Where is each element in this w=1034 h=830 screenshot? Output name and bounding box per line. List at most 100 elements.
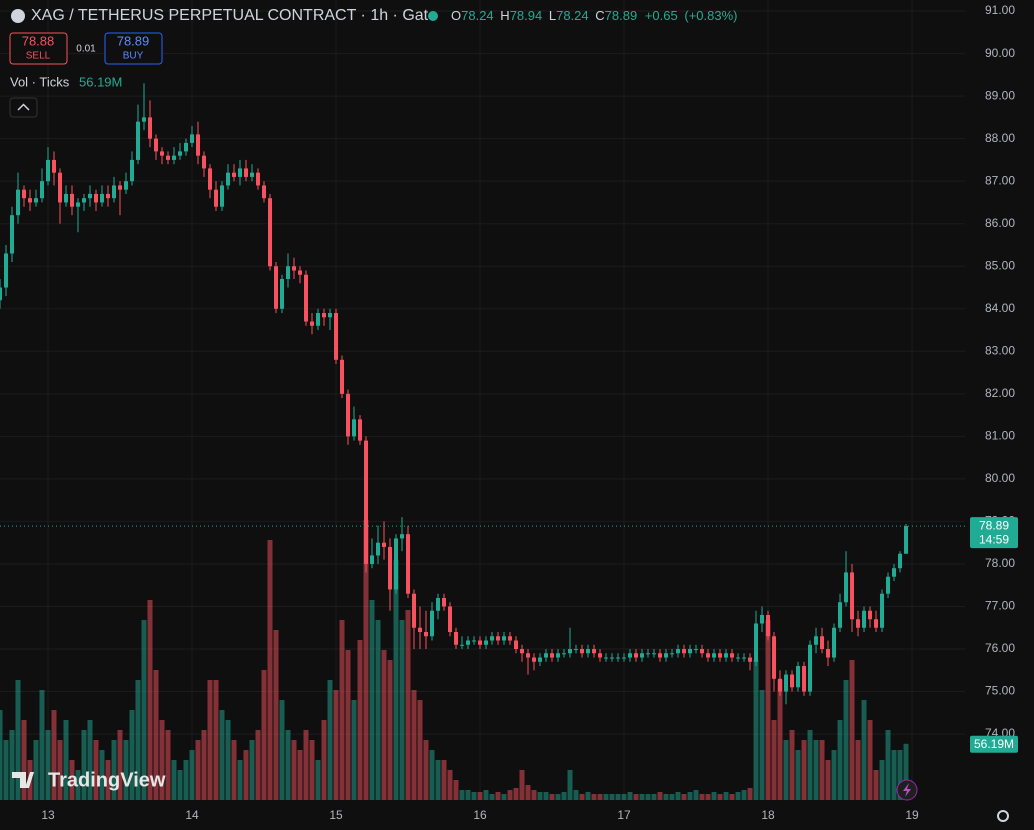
candle-body — [88, 193, 93, 199]
candle-body — [244, 168, 249, 177]
candle-body — [802, 666, 807, 692]
collapse-button[interactable] — [9, 97, 38, 118]
volume-bar — [675, 792, 681, 800]
y-tick-label: 80.00 — [985, 471, 1015, 485]
candle-body — [292, 266, 297, 271]
candle-body — [598, 653, 603, 658]
y-tick-label: 76.00 — [985, 641, 1015, 655]
candle-body — [862, 610, 867, 628]
volume-bar — [855, 740, 861, 800]
y-tick-label: 88.00 — [985, 131, 1015, 145]
candle-body — [868, 610, 873, 620]
candle-body — [700, 649, 705, 654]
volume-bar — [129, 710, 135, 800]
volume-bar — [507, 790, 513, 800]
candle-body — [730, 653, 735, 658]
candle-body — [556, 653, 561, 658]
candle-body — [418, 627, 423, 633]
candle-body — [106, 193, 111, 199]
volume-bar — [465, 790, 471, 800]
volume-bar — [303, 730, 309, 800]
sell-price: 78.88 — [22, 33, 55, 48]
volume-bar — [267, 540, 273, 800]
collapse-icon — [17, 103, 30, 111]
candle-body — [874, 619, 879, 628]
volume-bar — [189, 750, 195, 800]
volume-bar — [603, 794, 609, 800]
ohlc: O78.24 H78.94 L78.24 C78.89 +0.65 (+0.83… — [451, 8, 737, 23]
volume-bar — [459, 790, 465, 800]
candle-body — [172, 155, 177, 160]
volume-title: Vol · Ticks — [10, 74, 70, 89]
volume-bar — [33, 740, 39, 800]
candle-body — [100, 193, 105, 203]
volume-tag-label: 56.19M — [974, 737, 1014, 751]
volume-bar — [807, 730, 813, 800]
candle-body — [142, 117, 147, 122]
volume-bar — [843, 680, 849, 800]
candle-body — [202, 155, 207, 169]
candle-body — [190, 134, 195, 143]
sell-button[interactable] — [9, 32, 68, 65]
y-tick-label: 77.00 — [985, 599, 1015, 613]
candle-body — [82, 198, 87, 203]
candle-body — [136, 121, 141, 160]
volume-bar — [633, 794, 639, 800]
candle-body — [712, 653, 717, 658]
x-tick-label: 14 — [185, 808, 199, 822]
volume-bar — [435, 760, 441, 800]
candle-body — [538, 657, 543, 662]
candle-body — [508, 636, 513, 641]
volume-bar — [399, 620, 405, 800]
candle-body — [784, 674, 789, 692]
y-tick-label: 83.00 — [985, 343, 1015, 357]
volume-bar — [141, 620, 147, 800]
candle-body — [490, 636, 495, 641]
candle-body — [238, 168, 243, 177]
candle-body — [766, 614, 771, 637]
volume-bar — [441, 760, 447, 800]
candle-body — [580, 649, 585, 654]
candle-body — [130, 159, 135, 182]
candle-body — [568, 649, 573, 654]
volume-bar — [243, 750, 249, 800]
volume-bar — [417, 700, 423, 800]
candle-body — [904, 526, 909, 554]
volume-bar — [825, 760, 831, 800]
volume-bar — [549, 794, 555, 800]
y-tick-label: 82.00 — [985, 386, 1015, 400]
volume-bar — [735, 792, 741, 800]
candle-body — [46, 159, 51, 182]
candle-body — [298, 270, 303, 275]
settings-button[interactable] — [997, 810, 1009, 822]
volume-bar — [555, 794, 561, 800]
volume-bar — [891, 750, 897, 800]
candle-body — [838, 602, 843, 628]
candle-body — [622, 657, 627, 659]
volume-bar — [783, 740, 789, 800]
volume-bar — [165, 730, 171, 800]
candle-body — [70, 193, 75, 207]
volume-bar — [405, 610, 411, 800]
candle-body — [400, 534, 405, 539]
volume-bar — [249, 740, 255, 800]
candle-body — [442, 597, 447, 607]
candle-body — [652, 653, 657, 655]
candle-body — [718, 653, 723, 658]
volume-bar — [45, 730, 51, 800]
candle-body — [280, 279, 285, 309]
volume-bar — [99, 750, 105, 800]
volume-bar — [369, 600, 375, 800]
buy-button[interactable] — [104, 32, 163, 65]
volume-bar — [393, 560, 399, 800]
volume-bar — [765, 620, 771, 800]
volume-bar — [363, 520, 369, 800]
candle-body — [58, 172, 63, 203]
candle-body — [184, 142, 189, 152]
candle-body — [886, 576, 891, 594]
candle-body — [640, 653, 645, 658]
candle-body — [898, 553, 903, 569]
candle-body — [610, 657, 615, 659]
candle-body — [406, 534, 411, 594]
candle-body — [454, 632, 459, 645]
